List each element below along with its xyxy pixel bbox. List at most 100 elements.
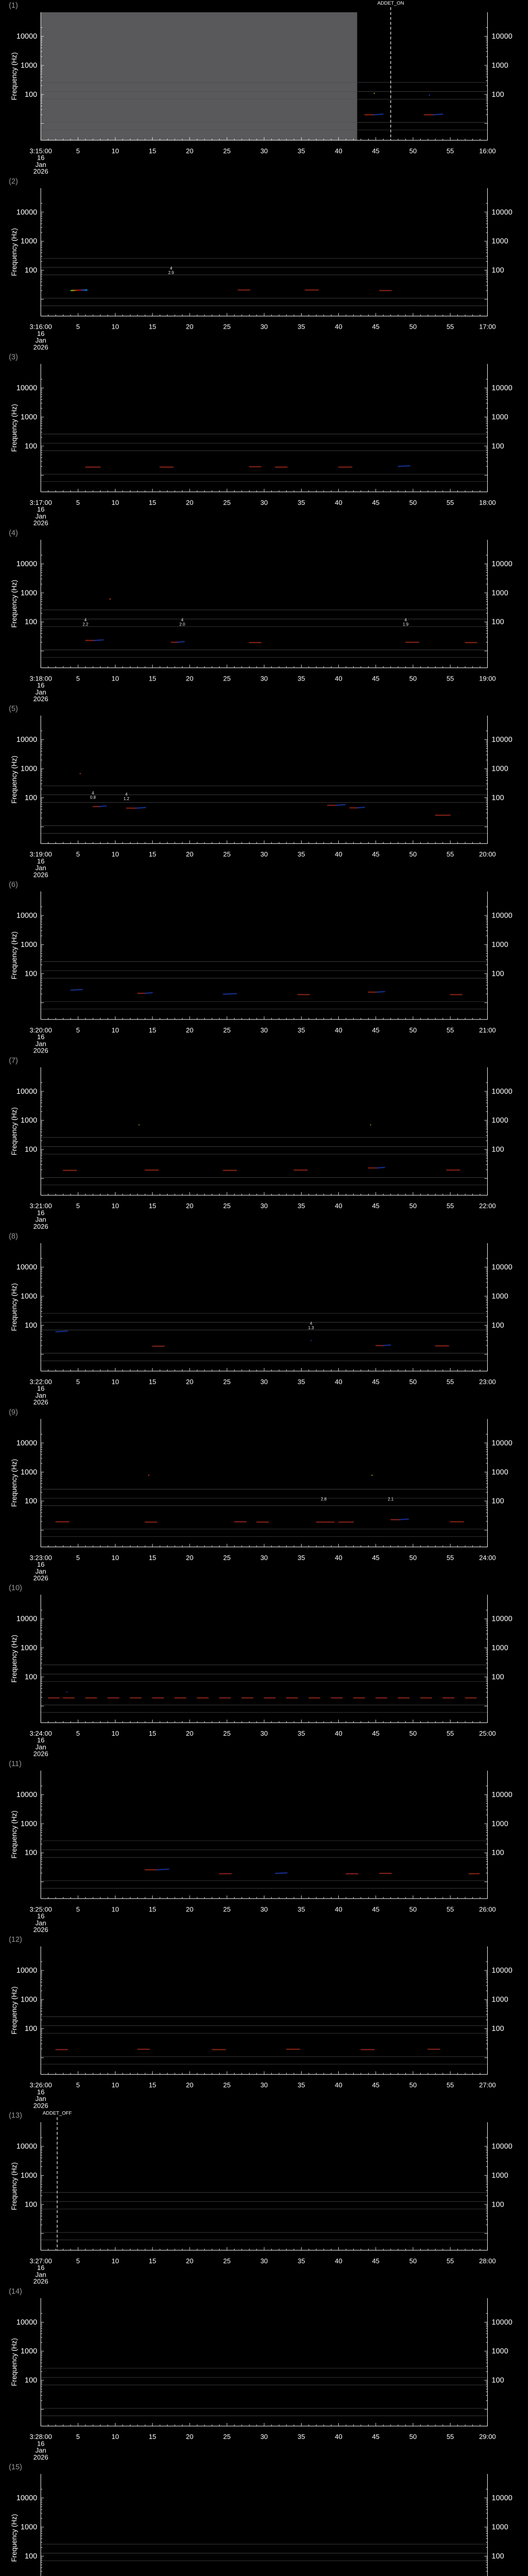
- svg-text:1000: 1000: [491, 941, 508, 949]
- svg-text:100: 100: [491, 2025, 504, 2033]
- svg-text:1000: 1000: [21, 2172, 37, 2180]
- svg-text:0.8: 0.8: [90, 795, 96, 800]
- svg-text:22:00: 22:00: [479, 1202, 496, 1210]
- svg-text:100: 100: [491, 1497, 504, 1505]
- svg-text:100: 100: [491, 442, 504, 450]
- svg-text:25: 25: [223, 2433, 230, 2441]
- svg-text:10: 10: [111, 1378, 119, 1386]
- svg-text:2026: 2026: [34, 167, 48, 175]
- svg-text:35: 35: [298, 1905, 305, 1913]
- svg-text:45: 45: [372, 1905, 380, 1913]
- svg-text:2.8: 2.8: [321, 1497, 327, 1502]
- svg-text:2026: 2026: [34, 2278, 48, 2285]
- svg-text:1.3: 1.3: [308, 1326, 315, 1330]
- svg-text:(12): (12): [9, 1936, 22, 1944]
- svg-text:35: 35: [298, 2433, 305, 2441]
- svg-text:5: 5: [76, 499, 80, 506]
- svg-text:2026: 2026: [34, 2453, 48, 2461]
- svg-text:25: 25: [223, 2257, 230, 2265]
- svg-text:10000: 10000: [16, 736, 37, 744]
- svg-text:25: 25: [223, 1202, 230, 1210]
- svg-text:40: 40: [335, 1378, 342, 1386]
- svg-text:25: 25: [223, 1905, 230, 1913]
- svg-text:(7): (7): [9, 1057, 18, 1065]
- svg-text:10: 10: [111, 1202, 119, 1210]
- svg-text:30: 30: [260, 2257, 268, 2265]
- svg-text:2026: 2026: [34, 2102, 48, 2109]
- svg-text:55: 55: [447, 1905, 454, 1913]
- svg-text:40: 40: [335, 2257, 342, 2265]
- svg-text:100: 100: [491, 970, 504, 978]
- svg-text:100: 100: [25, 442, 37, 450]
- svg-text:10000: 10000: [16, 1791, 37, 1799]
- svg-text:30: 30: [260, 1730, 268, 1737]
- svg-text:5: 5: [76, 147, 80, 155]
- svg-text:20: 20: [186, 2433, 193, 2441]
- svg-text:1000: 1000: [21, 589, 37, 597]
- svg-text:100: 100: [491, 794, 504, 802]
- svg-text:45: 45: [372, 674, 380, 682]
- svg-text:2.9: 2.9: [168, 270, 174, 275]
- svg-text:1000: 1000: [491, 1644, 508, 1652]
- svg-text:100: 100: [25, 91, 37, 99]
- svg-text:5: 5: [76, 2433, 80, 2441]
- svg-text:35: 35: [298, 1378, 305, 1386]
- svg-text:50: 50: [409, 1202, 417, 1210]
- svg-text:2026: 2026: [34, 1574, 48, 1582]
- svg-text:Frequency (Hz): Frequency (Hz): [10, 1635, 18, 1683]
- svg-text:45: 45: [372, 1026, 380, 1034]
- svg-text:1000: 1000: [491, 1820, 508, 1828]
- svg-text:(3): (3): [9, 353, 18, 362]
- svg-text:55: 55: [447, 1554, 454, 1562]
- svg-text:1000: 1000: [491, 2523, 508, 2532]
- svg-text:50: 50: [409, 1026, 417, 1034]
- svg-text:10000: 10000: [16, 2318, 37, 2327]
- svg-text:45: 45: [372, 2257, 380, 2265]
- svg-text:10: 10: [111, 323, 119, 331]
- svg-text:5: 5: [76, 1554, 80, 1562]
- svg-text:2026: 2026: [34, 695, 48, 703]
- svg-text:10000: 10000: [16, 1615, 37, 1623]
- svg-text:25: 25: [223, 2081, 230, 2089]
- svg-text:55: 55: [447, 147, 454, 155]
- svg-text:30: 30: [260, 1554, 268, 1562]
- svg-text:(2): (2): [9, 177, 18, 185]
- svg-text:55: 55: [447, 851, 454, 858]
- svg-text:30: 30: [260, 1026, 268, 1034]
- svg-text:15: 15: [148, 1554, 156, 1562]
- svg-text:40: 40: [335, 1554, 342, 1562]
- svg-text:5: 5: [76, 851, 80, 858]
- svg-text:35: 35: [298, 147, 305, 155]
- svg-text:10000: 10000: [491, 1615, 512, 1623]
- svg-text:100: 100: [491, 1849, 504, 1857]
- svg-text:10000: 10000: [16, 2494, 37, 2502]
- svg-text:1000: 1000: [491, 2172, 508, 2180]
- svg-text:30: 30: [260, 2081, 268, 2089]
- svg-text:30: 30: [260, 147, 268, 155]
- svg-text:100: 100: [25, 618, 37, 626]
- svg-text:17:00: 17:00: [479, 323, 496, 331]
- svg-text:1000: 1000: [21, 413, 37, 421]
- svg-text:2026: 2026: [34, 1926, 48, 1934]
- svg-text:Frequency (Hz): Frequency (Hz): [10, 1107, 18, 1155]
- svg-text:10000: 10000: [491, 1439, 512, 1447]
- svg-text:50: 50: [409, 499, 417, 506]
- svg-text:Frequency (Hz): Frequency (Hz): [10, 228, 18, 276]
- svg-text:5: 5: [76, 1730, 80, 1737]
- svg-text:10000: 10000: [16, 384, 37, 393]
- svg-text:100: 100: [25, 1849, 37, 1857]
- svg-text:18:00: 18:00: [479, 499, 496, 506]
- svg-text:45: 45: [372, 1554, 380, 1562]
- svg-text:(11): (11): [9, 1760, 22, 1768]
- svg-text:10: 10: [111, 2081, 119, 2089]
- svg-text:15: 15: [148, 1905, 156, 1913]
- svg-text:20: 20: [186, 1554, 193, 1562]
- svg-text:Frequency (Hz): Frequency (Hz): [10, 931, 18, 979]
- svg-text:15: 15: [148, 499, 156, 506]
- svg-text:28:00: 28:00: [479, 2257, 496, 2265]
- svg-text:10000: 10000: [491, 384, 512, 393]
- svg-text:25:00: 25:00: [479, 1730, 496, 1737]
- svg-text:21:00: 21:00: [479, 1026, 496, 1034]
- svg-text:30: 30: [260, 323, 268, 331]
- svg-text:40: 40: [335, 1202, 342, 1210]
